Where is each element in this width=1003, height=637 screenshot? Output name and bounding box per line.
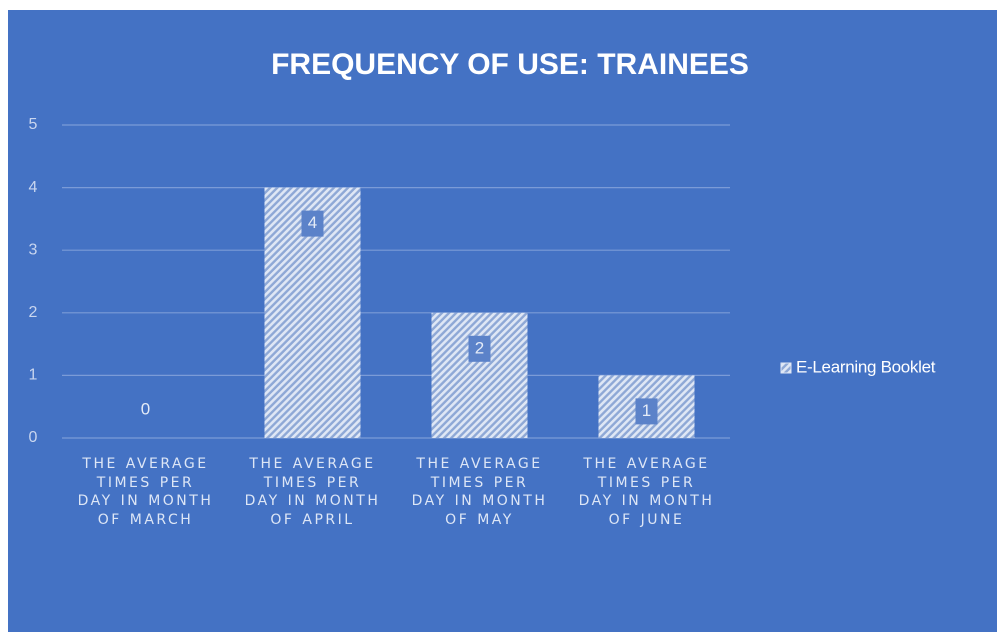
legend-label: E-Learning Booklet	[796, 357, 936, 376]
x-tick-label-box: THE AVERAGE TIMES PER DAY IN MONTH OF JU…	[578, 456, 715, 528]
x-tick-label: THE AVERAGE TIMES PER DAY IN MONTH OF JU…	[578, 456, 715, 528]
data-label: 1	[642, 401, 651, 420]
x-tick-label-box: THE AVERAGE TIMES PER DAY IN MONTH OF AP…	[244, 456, 381, 528]
x-tick-label: THE AVERAGE TIMES PER DAY IN MONTH OF MA…	[77, 456, 214, 528]
x-tick-label-box: THE AVERAGE TIMES PER DAY IN MONTH OF MA…	[411, 456, 548, 528]
y-tick-label: 3	[29, 241, 38, 258]
y-tick-label: 5	[29, 116, 38, 133]
x-tick-label: THE AVERAGE TIMES PER DAY IN MONTH OF MA…	[411, 456, 548, 528]
chart-title: FREQUENCY OF USE: TRAINEES	[271, 48, 749, 81]
data-label-box	[301, 210, 324, 237]
x-tick-label: THE AVERAGE TIMES PER DAY IN MONTH OF AP…	[244, 456, 381, 528]
data-label: 0	[141, 399, 150, 418]
data-label: 2	[475, 338, 484, 357]
legend-swatch	[780, 362, 792, 374]
y-tick-label: 1	[29, 367, 38, 384]
bar	[431, 312, 528, 438]
data-label: 4	[308, 213, 317, 232]
y-tick-label: 2	[29, 304, 38, 321]
data-label-box	[468, 335, 491, 362]
y-tick-label: 4	[29, 179, 38, 196]
data-label-box	[635, 398, 658, 425]
x-tick-label-box: THE AVERAGE TIMES PER DAY IN MONTH OF MA…	[77, 456, 214, 528]
y-tick-label: 0	[29, 429, 38, 446]
